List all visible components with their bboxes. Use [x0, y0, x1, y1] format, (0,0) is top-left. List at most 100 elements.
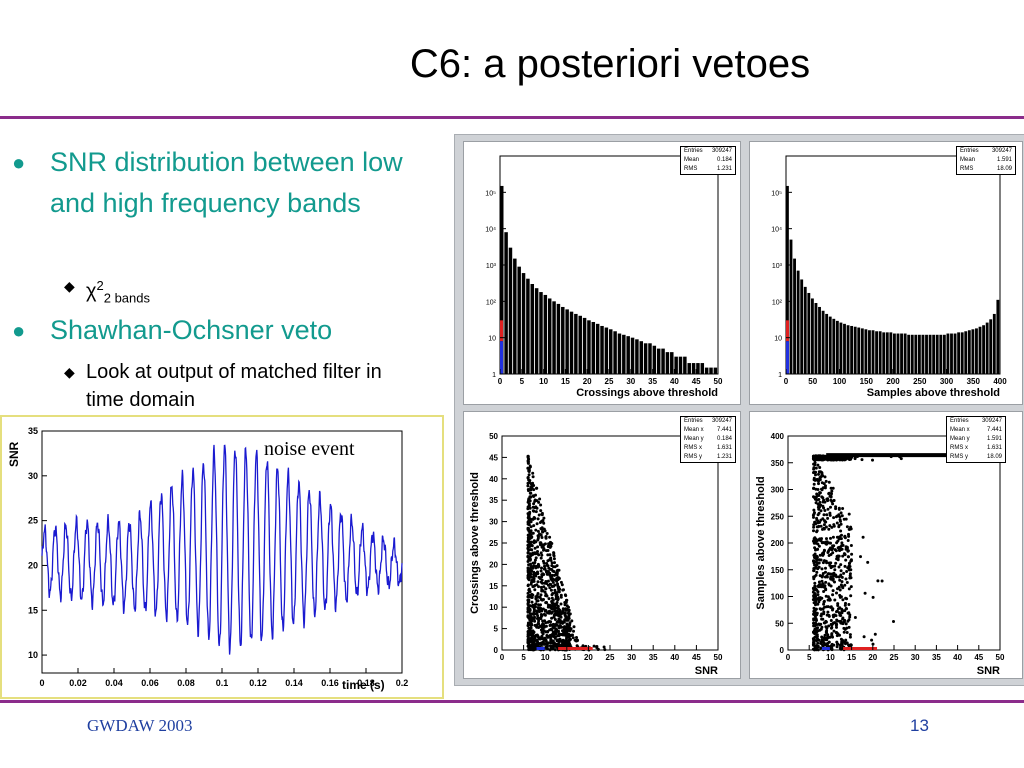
scatter-point	[812, 606, 816, 610]
scatter-point	[829, 619, 833, 622]
hist-bar	[853, 326, 857, 374]
scatter-point	[847, 456, 851, 460]
hist-bar	[850, 325, 854, 374]
scatter-point	[813, 648, 816, 652]
samples-histogram: 0 50 100 150 200 250 300 350 400 1 10 10² 10³ 10⁴ 10⁵ S…	[749, 141, 1023, 405]
scatter-point	[812, 553, 816, 557]
scatter-point	[835, 591, 838, 595]
scatter-points	[811, 454, 903, 652]
scatter-point	[819, 518, 823, 522]
scatter-point	[812, 559, 816, 563]
scatter-point	[811, 637, 815, 641]
scatter-ytick-label: 300	[771, 486, 785, 495]
scatter-point	[831, 593, 835, 597]
scatter-point	[537, 575, 541, 579]
scatter-point	[848, 613, 852, 617]
hist-bar	[982, 325, 986, 374]
scatter-point	[532, 634, 536, 638]
scatter-xtick-label: 50	[996, 653, 1005, 662]
scatter-point	[572, 625, 576, 629]
scatter-point	[530, 580, 533, 584]
stats-row: Entries 309247	[681, 417, 735, 426]
scatter-point	[840, 580, 844, 584]
hist-xtick-label: 10	[539, 377, 548, 386]
scatter-point	[533, 588, 537, 592]
scatter-point	[850, 552, 854, 556]
scatter-point	[550, 574, 554, 578]
scatter-point	[843, 627, 847, 631]
scatter-point	[528, 604, 532, 608]
scatter-point	[548, 586, 552, 590]
scatter-point	[556, 597, 560, 601]
scatter-point	[813, 556, 817, 560]
scatter-point	[562, 631, 566, 635]
bullet-dot-icon: ●	[12, 150, 26, 175]
hist-ytick-label: 10³	[772, 263, 783, 270]
scatter-point	[827, 527, 831, 531]
scatter-point	[870, 638, 874, 642]
scatter-xtick-label: 40	[670, 653, 679, 662]
scatter-point	[544, 621, 548, 625]
scatter-xtick-label: 50	[714, 653, 723, 662]
scatter-point	[531, 646, 535, 650]
scatter-point	[842, 571, 846, 575]
hist-bar	[574, 313, 578, 374]
snr-ytick-label: 10	[28, 650, 38, 660]
samples-vs-snr-svg: 0 5 10 15 20 25 30 35 40 45 50 0 50 100 150 200 250 300 35…	[755, 432, 1005, 677]
scatter-point	[526, 576, 530, 580]
scatter-point	[546, 549, 550, 552]
hist-bar	[604, 327, 609, 374]
hist-bar	[914, 334, 918, 374]
scatter-point	[845, 631, 849, 634]
scatter-point	[536, 517, 540, 521]
hist-bar	[591, 321, 596, 374]
hist-bar	[843, 323, 846, 374]
snr-ylabel: SNR	[7, 441, 21, 467]
scatter-point	[531, 612, 535, 616]
hist-ytick-label: 1	[778, 372, 782, 379]
hist-bar	[996, 299, 1000, 374]
hist-bar	[534, 288, 539, 374]
bullet-text: SNR distribution between low and high fr…	[50, 147, 403, 218]
scatter-point	[840, 575, 844, 579]
chi-symbol: χ	[86, 280, 97, 303]
scatter-ytick-label: 15	[489, 582, 498, 591]
scatter-point	[551, 592, 555, 595]
hist-bar	[939, 334, 943, 374]
scatter-point	[545, 634, 549, 638]
crossings-histogram-svg: 0 5 10 15 20 25 30 35 40 45 50 1 10 10² 10³ 10⁴ 10⁵ Cross…	[485, 155, 723, 399]
scatter-point	[534, 528, 538, 532]
scatter-point	[529, 488, 533, 492]
hist-bar	[793, 258, 796, 374]
scatter-point	[528, 589, 531, 593]
scatter-point	[812, 467, 816, 471]
scatter-point	[862, 635, 866, 639]
bullet-text: Look at output of matched filter in time…	[86, 361, 382, 411]
scatter-point	[815, 561, 819, 565]
scatter-point	[838, 588, 842, 592]
scatter-point	[530, 544, 534, 548]
scatter-point	[821, 607, 825, 611]
scatter-point	[537, 619, 541, 623]
scatter-point	[833, 580, 836, 584]
scatter-point	[540, 614, 544, 618]
scatter-point	[814, 466, 818, 470]
hist-ytick-label: 10³	[486, 263, 497, 270]
scatter-point	[824, 570, 827, 574]
scatter-point	[528, 491, 532, 495]
scatter-point	[841, 616, 845, 620]
scatter-point	[828, 511, 832, 515]
scatter-blue-marker	[536, 647, 546, 650]
scatter-point	[528, 638, 532, 642]
hist-ytick-label: 10	[774, 336, 782, 343]
scatter-point	[830, 548, 834, 552]
scatter-point	[528, 645, 532, 649]
hist-bar	[864, 329, 868, 374]
scatter-point	[824, 456, 828, 460]
scatter-point	[568, 612, 572, 616]
hist-bar	[617, 333, 622, 374]
scatter-point	[555, 573, 559, 577]
scatter-point	[542, 516, 546, 520]
scatter-point	[824, 630, 828, 634]
scatter-point	[533, 558, 537, 562]
